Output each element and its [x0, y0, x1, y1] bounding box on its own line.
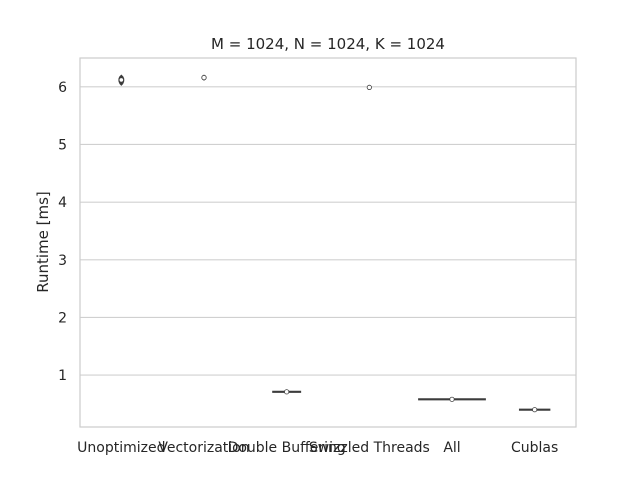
violin-2 — [272, 389, 302, 395]
x-tick-label: Swizzled Threads — [309, 440, 430, 456]
median-dot — [201, 75, 207, 81]
y-tick-label: 3 — [58, 253, 67, 269]
median-dot — [118, 77, 124, 83]
x-tick-label: Unoptimized — [77, 440, 165, 456]
y-axis-label: Runtime [ms] — [34, 191, 52, 293]
median-dot — [366, 84, 372, 91]
x-tick-label: Vectorization — [158, 440, 249, 456]
violin-1 — [201, 74, 207, 81]
y-tick-label: 6 — [58, 80, 67, 96]
chart-title: M = 1024, N = 1024, K = 1024 — [211, 35, 445, 53]
x-tick-label: Double Buffering — [228, 440, 346, 456]
violin-3 — [366, 84, 372, 91]
violin-4 — [418, 396, 486, 402]
x-tick-label: Cublas — [511, 440, 558, 456]
violin-0 — [118, 74, 125, 86]
y-tick-label: 5 — [58, 137, 67, 153]
y-tick-label: 4 — [58, 195, 67, 211]
violins — [118, 74, 551, 413]
gridlines — [80, 86, 576, 376]
x-tick-label: All — [443, 440, 460, 456]
y-tick-label: 2 — [58, 310, 67, 326]
plot-frame — [79, 57, 577, 428]
median-dot — [449, 396, 455, 402]
y-ticks: 1 2 3 4 5 6 — [58, 80, 67, 384]
median-dot — [532, 407, 538, 413]
median-dot — [284, 389, 290, 395]
violin-5 — [518, 407, 551, 413]
y-tick-label: 1 — [58, 368, 67, 384]
